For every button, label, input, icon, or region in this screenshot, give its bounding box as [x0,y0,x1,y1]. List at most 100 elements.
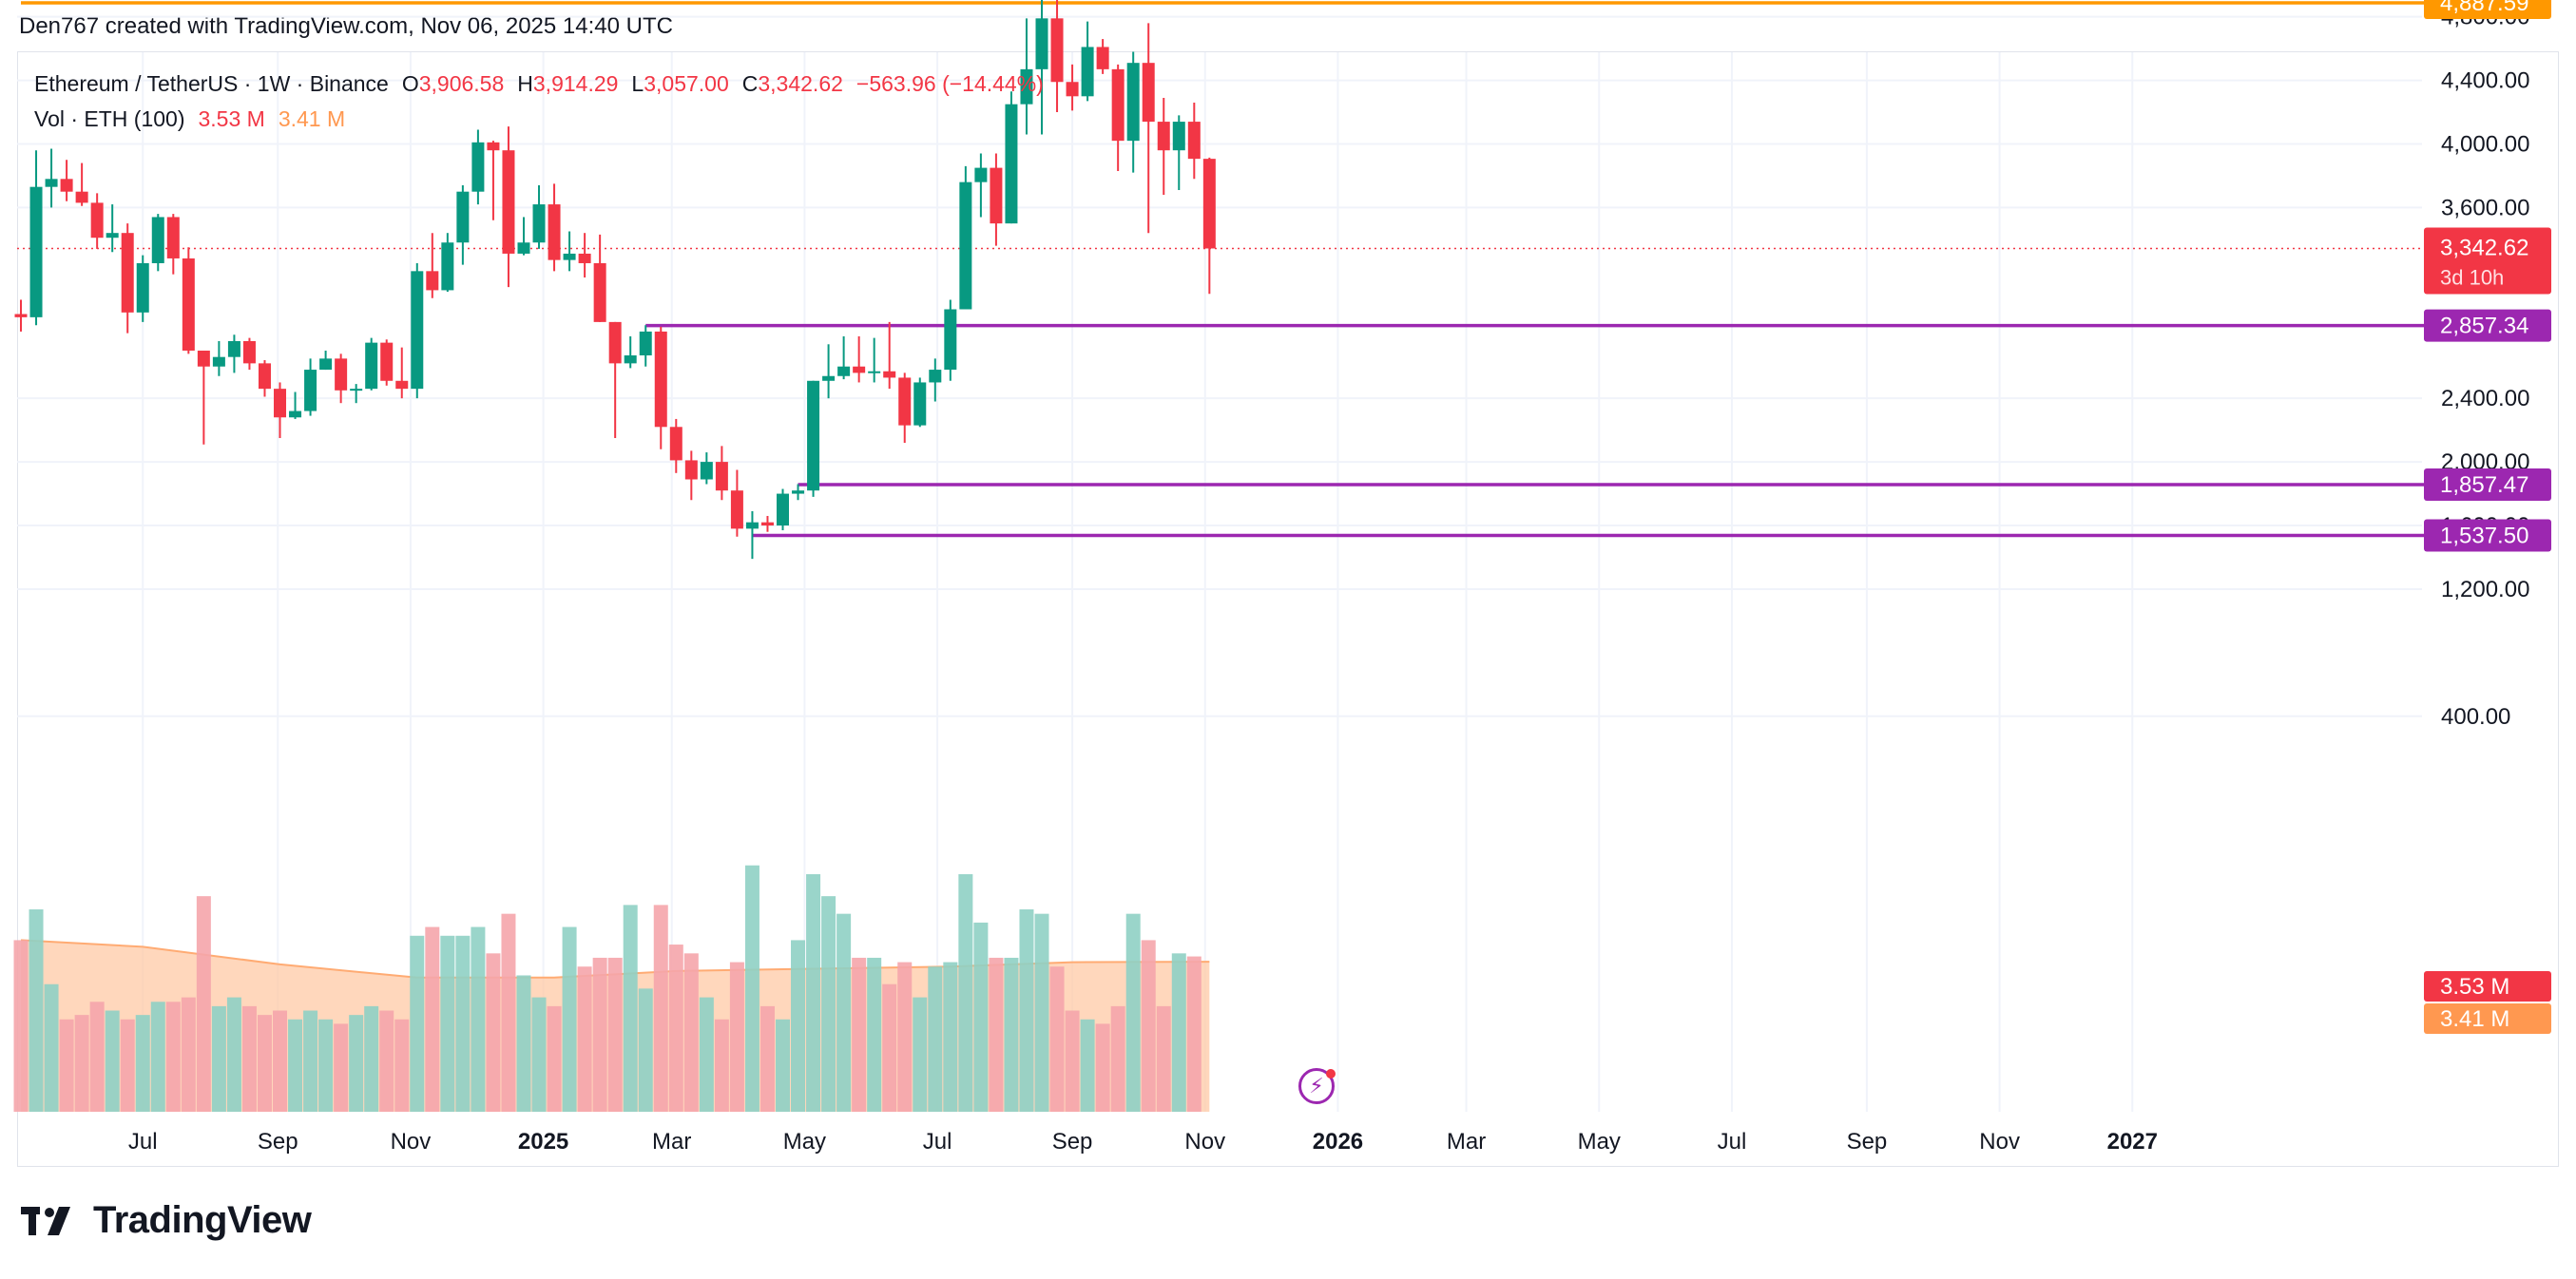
candle-body [1142,63,1155,123]
last-price-badge [2424,227,2551,295]
time-tick-label: Sep [258,1129,298,1155]
candle-body [106,233,119,239]
candle-body [182,258,195,351]
volume-bar [1171,953,1186,1112]
time-tick-label: Sep [1847,1129,1888,1155]
chart-frame [17,51,2559,1167]
volume-bar [897,962,913,1112]
volume-bar [1019,909,1034,1112]
time-tick-label: Sep [1052,1129,1093,1155]
volume-ma-badge-text: 3.41 M [2440,1006,2509,1032]
volume-bar [425,926,440,1112]
countdown-text: 3d 10h [2440,265,2504,289]
volume-bar [273,1010,288,1112]
volume-bar [364,1005,379,1112]
volume-bar [379,1010,394,1112]
candle-body [242,340,256,364]
candle-body [45,179,58,187]
volume-label[interactable]: Vol · ETH (100) [34,106,185,131]
symbol-label[interactable]: Ethereum / TetherUS · 1W · Binance [34,71,389,96]
time-tick-label: Mar [652,1129,691,1155]
volume-bar [394,1019,410,1112]
candle-body [289,410,302,418]
volume-bar [257,1015,272,1112]
candle-body [837,366,851,376]
candle-body [1005,104,1018,224]
volume-bar [714,1019,729,1112]
grid-layer [17,15,2422,1112]
candle-body [944,309,957,371]
level-price-badge-text: 1,537.50 [2440,523,2528,548]
volume-bar [821,896,836,1112]
candle-body [608,321,622,364]
volume-bar [226,997,241,1112]
volume-bar [74,1015,89,1112]
open-label: O [401,71,419,96]
volume-row: Vol · ETH (100) 3.53 M 3.41 M [34,102,1057,137]
volume-bar [29,909,44,1112]
candle-body [350,389,363,391]
volume-bar [806,873,821,1112]
candle-body [487,142,500,151]
volume-bar [699,997,714,1112]
volume-bar [562,926,577,1112]
open-value: 3,906.58 [418,71,505,96]
volume-bar [577,966,592,1112]
volume-bar [1141,940,1156,1112]
volume-bar [683,953,699,1112]
candle-body [578,253,591,263]
volume-bar [913,997,928,1112]
time-tick-label: Mar [1447,1129,1486,1155]
candle-body [441,242,454,291]
chart-legend: Ethereum / TetherUS · 1W · Binance O 3,90… [34,67,1057,137]
volume-bar [1110,1005,1125,1112]
volume-bar [547,1005,562,1112]
candle-body [853,366,866,373]
candle-body [1050,18,1064,83]
candle-body [1202,159,1216,249]
close-value: 3,342.62 [758,71,843,96]
candle-body [426,271,439,291]
brand-name: TradingView [93,1199,312,1241]
tradingview-logo-icon [21,1206,70,1235]
candle-body [1035,18,1048,69]
close-label: C [741,71,759,96]
volume-bar [882,983,897,1112]
candle-body [883,371,896,378]
candle-body [593,262,606,322]
level-price-badge-text: 4,887.59 [2440,0,2528,16]
volume-bar [150,1002,165,1112]
volume-bar [852,957,867,1112]
candle-body [990,167,1003,224]
volume-badge [2424,971,2551,1002]
time-tick-label: Nov [1184,1129,1225,1155]
level-price-badge [2424,0,2551,20]
candle-body [1187,122,1201,160]
volume-bar [928,966,943,1112]
candle-body [197,350,210,367]
candle-body [274,389,287,418]
lightning-icon[interactable]: ⚡ [1298,1068,1335,1104]
candle-body [14,314,28,317]
volume-bar [653,905,668,1112]
candle-body [365,342,378,390]
volume-bar [592,957,607,1112]
volume-bar [989,957,1004,1112]
volume-bar [836,913,852,1112]
time-tick-label: 2025 [518,1129,568,1155]
volume-bar [165,1002,181,1112]
price-tick-label: 4,400.00 [2441,68,2529,94]
candle-body [959,181,972,310]
candle-body [29,186,43,317]
ohlc-row: Ethereum / TetherUS · 1W · Binance O 3,90… [34,67,1057,102]
level-price-badge-text: 2,857.34 [2440,314,2528,339]
candle-body [75,191,88,203]
volume-bar [973,922,989,1112]
candle-body [684,460,698,480]
price-tick-label: 4,000.00 [2441,132,2529,158]
volume-bar [1156,1005,1171,1112]
volume-bar [776,1019,790,1112]
candle-body [792,490,805,494]
candle-body [1066,82,1079,97]
